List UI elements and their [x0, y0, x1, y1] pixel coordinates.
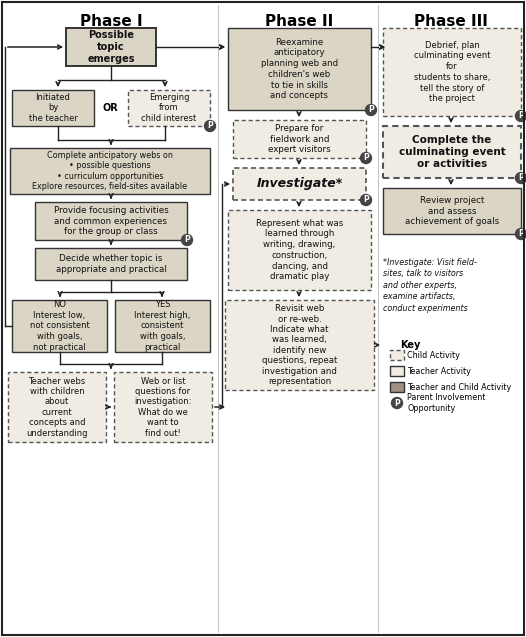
Text: Provide focusing activities
and common experiences
for the group or class: Provide focusing activities and common e…	[54, 206, 168, 236]
FancyBboxPatch shape	[12, 300, 107, 352]
Text: Investigate*: Investigate*	[256, 178, 342, 190]
FancyBboxPatch shape	[35, 202, 187, 240]
Text: *Investigate: Visit field-
sites, talk to visitors
and other experts,
examine ar: *Investigate: Visit field- sites, talk t…	[383, 258, 477, 313]
FancyBboxPatch shape	[383, 188, 521, 234]
Text: Possible
topic
emerges: Possible topic emerges	[87, 30, 135, 64]
Text: P: P	[363, 196, 369, 204]
FancyBboxPatch shape	[228, 28, 371, 110]
FancyBboxPatch shape	[8, 372, 106, 442]
Text: Phase I: Phase I	[79, 14, 143, 29]
Circle shape	[366, 104, 377, 115]
FancyBboxPatch shape	[114, 372, 212, 442]
Text: Phase II: Phase II	[265, 14, 333, 29]
Circle shape	[391, 397, 402, 408]
Text: Phase III: Phase III	[414, 14, 488, 29]
FancyBboxPatch shape	[225, 300, 374, 390]
FancyBboxPatch shape	[115, 300, 210, 352]
Circle shape	[360, 152, 371, 164]
Text: Revisit web
or re-web.
Indicate what
was learned,
identify new
questions, repeat: Revisit web or re-web. Indicate what was…	[262, 304, 337, 386]
Text: Teacher Activity: Teacher Activity	[407, 366, 471, 375]
FancyBboxPatch shape	[390, 382, 404, 392]
Text: Represent what was
learned through
writing, drawing,
construction,
dancing, and
: Represent what was learned through writi…	[256, 218, 343, 282]
Text: P: P	[207, 122, 213, 131]
Circle shape	[515, 173, 526, 183]
FancyBboxPatch shape	[383, 28, 521, 116]
Text: Key: Key	[400, 340, 420, 350]
Text: P: P	[518, 173, 524, 182]
Text: Initiated
by
the teacher: Initiated by the teacher	[28, 93, 77, 123]
Text: OR: OR	[102, 103, 118, 113]
Text: Reexamine
anticipatory
planning web and
children's web
to tie in skills
and conc: Reexamine anticipatory planning web and …	[261, 38, 338, 101]
Text: P: P	[368, 106, 374, 115]
Text: Web or list
questions for
investigation:
What do we
want to
find out!: Web or list questions for investigation:…	[134, 376, 191, 438]
FancyBboxPatch shape	[390, 366, 404, 376]
Text: Review project
and assess
achievement of goals: Review project and assess achievement of…	[405, 196, 499, 226]
Text: Child Activity: Child Activity	[407, 350, 460, 359]
Circle shape	[181, 234, 193, 245]
Text: Parent Involvement
Opportunity: Parent Involvement Opportunity	[407, 393, 485, 413]
Circle shape	[515, 229, 526, 240]
Circle shape	[515, 110, 526, 122]
Text: P: P	[184, 236, 190, 245]
Circle shape	[360, 194, 371, 206]
Text: Emerging
from
child interest: Emerging from child interest	[141, 93, 197, 123]
Circle shape	[205, 120, 216, 131]
FancyBboxPatch shape	[35, 248, 187, 280]
FancyBboxPatch shape	[66, 28, 156, 66]
Text: P: P	[394, 399, 400, 408]
Text: Decide whether topic is
appropriate and practical: Decide whether topic is appropriate and …	[56, 254, 166, 274]
FancyBboxPatch shape	[233, 120, 366, 158]
Text: P: P	[518, 229, 524, 238]
Text: P: P	[363, 154, 369, 162]
Text: NO
Interest low,
not consistent
with goals,
not practical: NO Interest low, not consistent with goa…	[29, 300, 89, 352]
FancyBboxPatch shape	[128, 90, 210, 126]
Text: Prepare for
fieldwork and
expert visitors: Prepare for fieldwork and expert visitor…	[268, 124, 331, 154]
FancyBboxPatch shape	[390, 350, 404, 360]
Text: YES
Interest high,
consistent
with goals,
practical: YES Interest high, consistent with goals…	[134, 300, 191, 352]
Text: Teacher and Child Activity: Teacher and Child Activity	[407, 382, 511, 392]
Text: P: P	[518, 111, 524, 120]
Text: Debrief, plan
culminating event
for
students to share,
tell the story of
the pro: Debrief, plan culminating event for stud…	[414, 41, 490, 103]
FancyBboxPatch shape	[228, 210, 371, 290]
FancyBboxPatch shape	[233, 168, 366, 200]
FancyBboxPatch shape	[12, 90, 94, 126]
FancyBboxPatch shape	[10, 148, 210, 194]
Text: Teacher webs
with children
about
current
concepts and
understanding: Teacher webs with children about current…	[26, 376, 88, 438]
Text: Complete anticipatory webs on
• possible questions
• curriculum opportunities
Ex: Complete anticipatory webs on • possible…	[33, 151, 188, 191]
Text: Complete the
culminating event
or activities: Complete the culminating event or activi…	[399, 135, 505, 169]
FancyBboxPatch shape	[383, 126, 521, 178]
